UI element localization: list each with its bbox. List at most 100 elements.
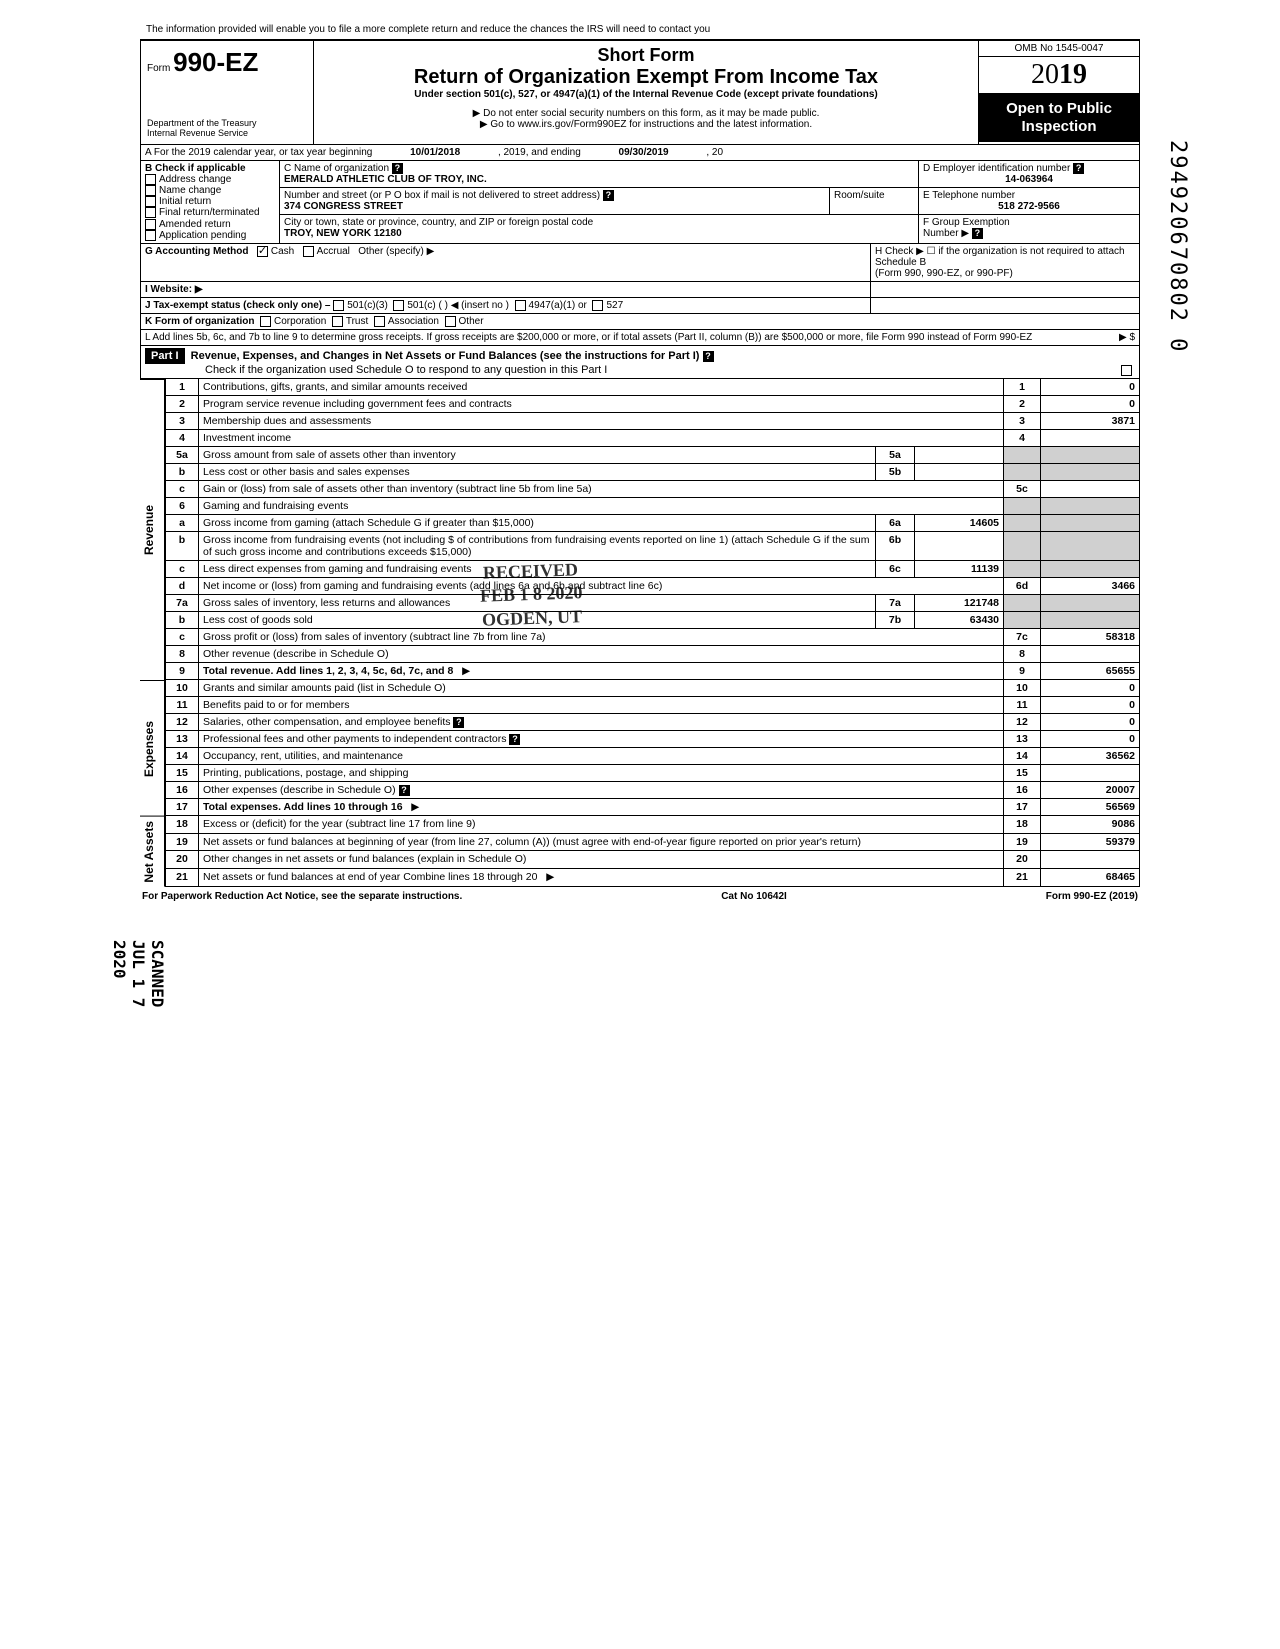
line-7b: bLess cost of goods sold7b63430 <box>166 612 1140 629</box>
line-18: 18Excess or (deficit) for the year (subt… <box>166 816 1140 833</box>
help-icon[interactable]: ? <box>392 163 403 174</box>
line-2: 2Program service revenue including gover… <box>166 396 1140 413</box>
help-icon[interactable]: ? <box>453 717 464 728</box>
d-label: D Employer identification number ? <box>923 163 1135 174</box>
line-4: 4Investment income4 <box>166 430 1140 447</box>
part1-title: Revenue, Expenses, and Changes in Net As… <box>191 350 700 362</box>
row-k: K Form of organization Corporation Trust… <box>140 314 1140 330</box>
ssn-warning: ▶ Do not enter social security numbers o… <box>322 108 970 119</box>
h-label: H Check ▶ ☐ if the organization is not r… <box>875 246 1135 268</box>
l-text: L Add lines 5b, 6c, and 7b to line 9 to … <box>145 332 1032 343</box>
omb-number: OMB No 1545-0047 <box>979 41 1139 57</box>
l-arrow: ▶ $ <box>1119 332 1135 343</box>
help-icon[interactable]: ? <box>1073 163 1084 174</box>
line-9: 9Total revenue. Add lines 1, 2, 3, 4, 5c… <box>166 663 1140 680</box>
cb-4947[interactable] <box>515 300 526 311</box>
scanned-stamp: SCANNED JUL 1 7 2020 <box>110 940 167 1007</box>
line-12: 12Salaries, other compensation, and empl… <box>166 714 1140 731</box>
dln-stamp: 294920670802 0 <box>1165 140 1190 353</box>
c-label: C Name of organization ? <box>284 163 914 174</box>
cb-app-pending[interactable] <box>145 230 156 241</box>
cb-name-change[interactable] <box>145 185 156 196</box>
form-prefix: Form <box>147 63 170 74</box>
row-i: I Website: ▶ <box>140 282 1140 298</box>
line-5c: cGain or (loss) from sale of assets othe… <box>166 481 1140 498</box>
cb-corp[interactable] <box>260 316 271 327</box>
cb-501c[interactable] <box>393 300 404 311</box>
room-suite: Room/suite <box>830 188 918 214</box>
row-a-period: A For the 2019 calendar year, or tax yea… <box>140 145 1140 161</box>
line-7c: cGross profit or (loss) from sales of in… <box>166 629 1140 646</box>
footer-mid: Cat No 10642I <box>721 891 787 902</box>
instructions-link: ▶ Go to www.irs.gov/Form990EZ for instru… <box>322 119 970 130</box>
form-title: Return of Organization Exempt From Incom… <box>322 66 970 89</box>
line-13: 13Professional fees and other payments t… <box>166 731 1140 748</box>
help-icon[interactable]: ? <box>399 785 410 796</box>
line-5a: 5aGross amount from sale of assets other… <box>166 447 1140 464</box>
cb-accrual[interactable] <box>303 246 314 257</box>
ein: 14-063964 <box>923 174 1135 185</box>
footer-right: Form 990-EZ (2019) <box>1046 891 1138 902</box>
line-6b: bGross income from fundraising events (n… <box>166 532 1140 561</box>
dept-treasury: Department of the Treasury <box>147 118 307 128</box>
form-page: 294920670802 0 SCANNED JUL 1 7 2020 The … <box>100 0 1180 926</box>
row-g-h: G Accounting Method Cash Accrual Other (… <box>140 244 1140 282</box>
i-label: I Website: ▶ <box>145 284 203 295</box>
line-6c: cLess direct expenses from gaming and fu… <box>166 561 1140 578</box>
row-l: L Add lines 5b, 6c, and 7b to line 9 to … <box>140 330 1140 346</box>
cb-amended[interactable] <box>145 219 156 230</box>
form-header: Form 990-EZ Department of the Treasury I… <box>140 40 1140 145</box>
help-icon[interactable]: ? <box>603 190 614 201</box>
city-state-zip: TROY, NEW YORK 12180 <box>284 228 914 239</box>
line-15: 15Printing, publications, postage, and s… <box>166 765 1140 782</box>
cb-527[interactable] <box>592 300 603 311</box>
form-number: 990-EZ <box>173 47 258 77</box>
city-label: City or town, state or province, country… <box>284 217 914 228</box>
expenses-section: Expenses 10Grants and similar amounts pa… <box>140 680 1140 816</box>
received-stamp: RECEIVED FEB 1 8 2020 OGDEN, UT <box>479 558 584 632</box>
period-end: 09/30/2019 <box>584 147 704 158</box>
cb-final-return[interactable] <box>145 207 156 218</box>
cb-cash[interactable] <box>257 246 268 257</box>
short-form-label: Short Form <box>322 45 970 66</box>
h-label2: (Form 990, 990-EZ, or 990-PF) <box>875 268 1135 279</box>
g-label: G Accounting Method <box>145 246 249 257</box>
cb-address-change[interactable] <box>145 174 156 185</box>
j-label: J Tax-exempt status (check only one) – <box>145 300 330 311</box>
cb-assoc[interactable] <box>374 316 385 327</box>
line-14: 14Occupancy, rent, utilities, and mainte… <box>166 748 1140 765</box>
line-6a: aGross income from gaming (attach Schedu… <box>166 515 1140 532</box>
line-7a: 7aGross sales of inventory, less returns… <box>166 595 1140 612</box>
line-6d: dNet income or (loss) from gaming and fu… <box>166 578 1140 595</box>
part1-check-text: Check if the organization used Schedule … <box>205 364 607 376</box>
expenses-label: Expenses <box>140 680 165 816</box>
b-label: B Check if applicable <box>145 163 275 174</box>
help-icon[interactable]: ? <box>972 228 983 239</box>
open-public-badge: Open to Public Inspection <box>979 94 1139 142</box>
irs-label: Internal Revenue Service <box>147 128 307 138</box>
phone: 518 272-9566 <box>923 201 1135 212</box>
f-label2: Number ▶ ? <box>923 228 1135 239</box>
help-icon[interactable]: ? <box>509 734 520 745</box>
line-6: 6Gaming and fundraising events <box>166 498 1140 515</box>
cb-other[interactable] <box>445 316 456 327</box>
cb-501c3[interactable] <box>333 300 344 311</box>
street: 374 CONGRESS STREET <box>284 201 825 212</box>
cb-initial-return[interactable] <box>145 196 156 207</box>
cb-schedule-o[interactable] <box>1121 365 1132 376</box>
line-3: 3Membership dues and assessments33871 <box>166 413 1140 430</box>
revenue-section: Revenue 1Contributions, gifts, grants, a… <box>140 379 1140 680</box>
line-11: 11Benefits paid to or for members110 <box>166 697 1140 714</box>
f-label: F Group Exemption <box>923 217 1135 228</box>
line-5b: bLess cost or other basis and sales expe… <box>166 464 1140 481</box>
org-name: EMERALD ATHLETIC CLUB OF TROY, INC. <box>284 174 914 185</box>
cb-trust[interactable] <box>332 316 343 327</box>
revenue-label: Revenue <box>140 379 165 680</box>
line-10: 10Grants and similar amounts paid (list … <box>166 680 1140 697</box>
part1-label: Part I <box>145 348 185 364</box>
e-label: E Telephone number <box>923 190 1135 201</box>
top-note: The information provided will enable you… <box>140 20 1140 40</box>
help-icon[interactable]: ? <box>703 351 714 362</box>
line-1: 1Contributions, gifts, grants, and simil… <box>166 379 1140 396</box>
street-label: Number and street (or P O box if mail is… <box>284 190 825 201</box>
